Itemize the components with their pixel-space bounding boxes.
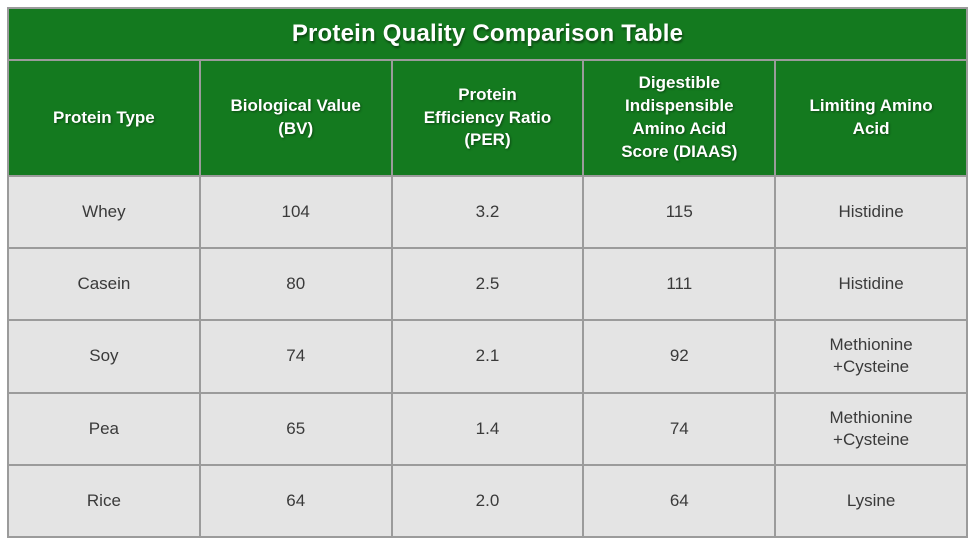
table-row-whey: Whey 104 3.2 115 Histidine xyxy=(7,174,968,250)
cell-whey-diaas: 115 xyxy=(582,174,777,250)
column-header-biological-value: Biological Value (BV) xyxy=(198,59,393,177)
table-head: Protein Quality Comparison Table Protein… xyxy=(7,7,968,177)
cell-casein-per: 2.5 xyxy=(390,247,585,322)
cell-rice-per: 2.0 xyxy=(390,463,585,539)
protein-quality-table: Protein Quality Comparison Table Protein… xyxy=(7,7,968,539)
cell-whey-limiting-amino-acid: Histidine xyxy=(774,174,968,250)
cell-pea-limiting-amino-acid: Methionine +Cysteine xyxy=(774,391,968,466)
cell-pea-protein-type: Pea xyxy=(7,391,201,466)
column-header-protein-efficiency-ratio: Protein Efficiency Ratio (PER) xyxy=(390,59,585,177)
cell-soy-per: 2.1 xyxy=(390,319,585,394)
cell-pea-diaas: 74 xyxy=(582,391,777,466)
table-row-casein: Casein 80 2.5 111 Histidine xyxy=(7,247,968,322)
cell-rice-bv: 64 xyxy=(198,463,393,539)
column-header-protein-type: Protein Type xyxy=(7,59,201,177)
column-header-limiting-amino-acid: Limiting Amino Acid xyxy=(774,59,968,177)
column-header-diaas: Digestible Indispensible Amino Acid Scor… xyxy=(582,59,777,177)
cell-rice-protein-type: Rice xyxy=(7,463,201,539)
cell-soy-bv: 74 xyxy=(198,319,393,394)
table-header-row: Protein Type Biological Value (BV) Prote… xyxy=(7,59,968,177)
cell-pea-bv: 65 xyxy=(198,391,393,466)
cell-casein-diaas: 111 xyxy=(582,247,777,322)
table-title: Protein Quality Comparison Table xyxy=(7,7,968,61)
cell-whey-per: 3.2 xyxy=(390,174,585,250)
cell-casein-limiting-amino-acid: Histidine xyxy=(774,247,968,322)
cell-rice-limiting-amino-acid: Lysine xyxy=(774,463,968,539)
cell-soy-diaas: 92 xyxy=(582,319,777,394)
cell-rice-diaas: 64 xyxy=(582,463,777,539)
table-body: Whey 104 3.2 115 Histidine Casein 80 2.5… xyxy=(7,174,968,539)
cell-whey-protein-type: Whey xyxy=(7,174,201,250)
table-row-rice: Rice 64 2.0 64 Lysine xyxy=(7,463,968,539)
table-row-pea: Pea 65 1.4 74 Methionine +Cysteine xyxy=(7,391,968,466)
cell-casein-protein-type: Casein xyxy=(7,247,201,322)
cell-whey-bv: 104 xyxy=(198,174,393,250)
table-row-soy: Soy 74 2.1 92 Methionine +Cysteine xyxy=(7,319,968,394)
cell-soy-protein-type: Soy xyxy=(7,319,201,394)
cell-pea-per: 1.4 xyxy=(390,391,585,466)
cell-soy-limiting-amino-acid: Methionine +Cysteine xyxy=(774,319,968,394)
cell-casein-bv: 80 xyxy=(198,247,393,322)
table-title-row: Protein Quality Comparison Table xyxy=(7,7,968,61)
